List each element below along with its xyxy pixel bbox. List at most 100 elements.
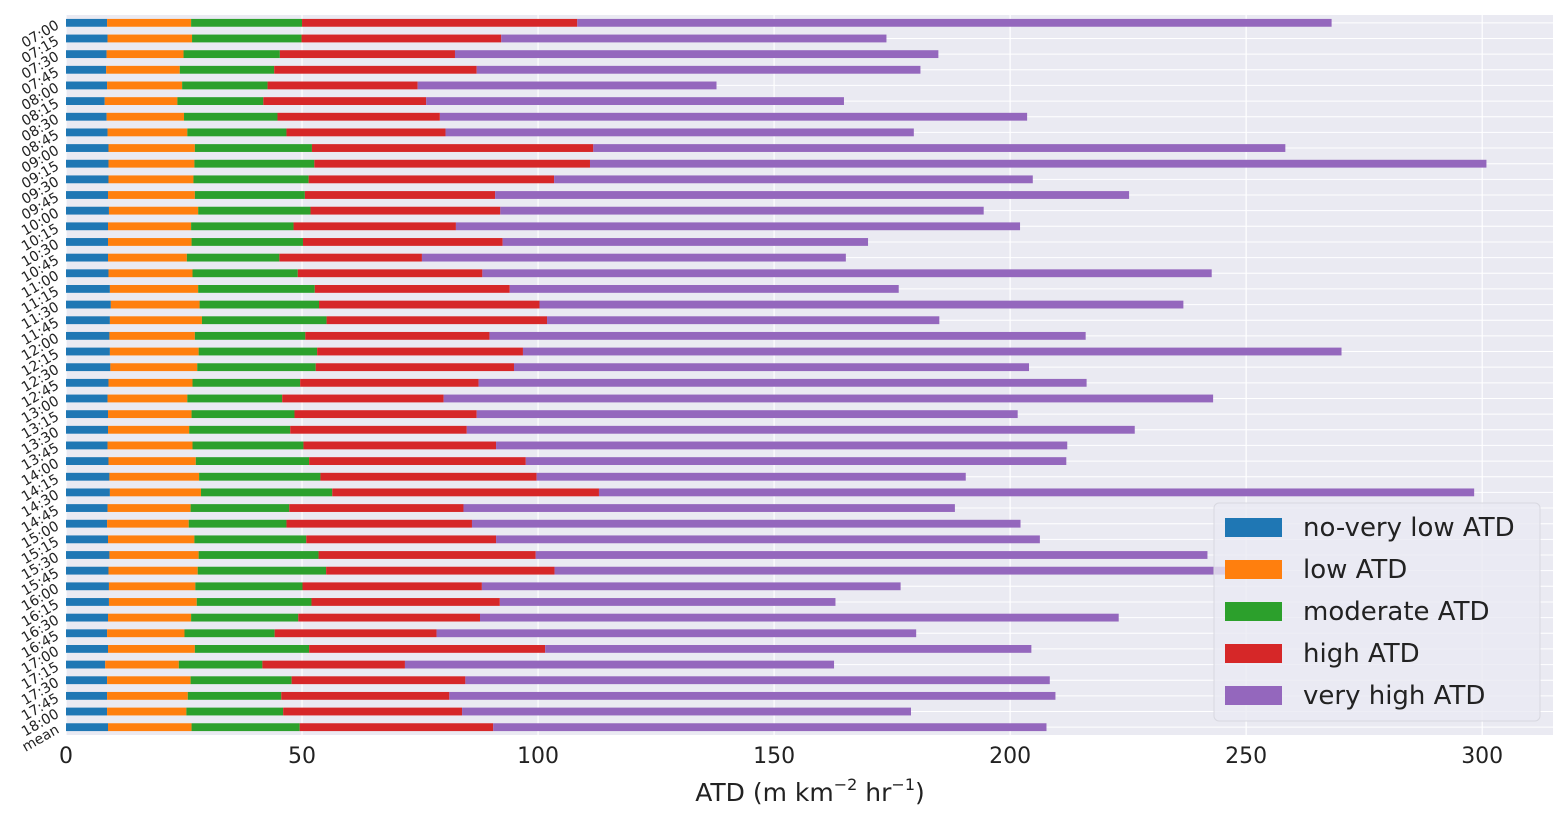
bar-segment	[299, 723, 494, 732]
bar-segment	[198, 285, 315, 293]
bar-segment	[201, 316, 327, 325]
bar-segment	[66, 707, 108, 716]
bar-segment	[109, 551, 199, 559]
bar-segment	[188, 519, 287, 528]
x-tick-label: 0	[59, 744, 73, 769]
bar-segment	[66, 34, 108, 43]
bar-segment	[110, 300, 200, 309]
bar-segment	[66, 457, 109, 465]
bar-segment	[66, 222, 109, 231]
bar-segment	[314, 159, 590, 168]
bar-segment	[66, 441, 108, 450]
bar-segment	[66, 300, 111, 309]
bar-segment	[286, 128, 446, 137]
bar-segment	[66, 519, 108, 528]
bar-segment	[332, 488, 599, 497]
bar-segment	[454, 50, 939, 59]
bar-segment	[404, 660, 835, 669]
bar-segment	[108, 159, 195, 168]
bar-segment	[598, 488, 1475, 497]
bar-segment	[107, 707, 187, 716]
bar-segment	[449, 691, 1056, 700]
bar-segment	[310, 206, 501, 215]
bar-segment	[277, 112, 440, 121]
bar-segment	[198, 551, 319, 559]
bar-segment	[489, 331, 1086, 340]
bar-segment	[108, 598, 197, 606]
bar-segment	[302, 582, 482, 591]
bar-segment	[300, 378, 479, 387]
bar-segment	[66, 65, 107, 74]
bar-segment	[107, 394, 188, 403]
bar-segment	[283, 707, 463, 716]
bar-segment	[184, 629, 275, 638]
bar-segment	[107, 691, 188, 700]
bar-segment	[108, 238, 192, 246]
bar-segment	[319, 300, 540, 309]
bar-segment	[108, 613, 192, 622]
bar-segment	[194, 144, 312, 152]
bar-segment	[192, 269, 298, 278]
bar-segment	[183, 50, 280, 59]
bar-segment	[536, 472, 966, 481]
bar-segment	[66, 598, 109, 606]
bar-segment	[66, 582, 109, 591]
x-axis-label-sup2: −1	[891, 775, 915, 794]
legend-swatch	[1225, 602, 1282, 621]
bar-segment	[495, 191, 1130, 199]
bar-segment	[191, 18, 303, 27]
bar-segment	[107, 676, 191, 685]
bar-segment	[522, 347, 1342, 356]
bar-segment	[199, 472, 321, 481]
bar-segment	[500, 206, 984, 215]
bar-segment	[66, 504, 108, 512]
bar-segment	[66, 331, 110, 340]
bar-segment	[108, 378, 193, 387]
x-tick-label: 300	[1461, 744, 1503, 769]
bar-segment	[196, 598, 312, 606]
bar-segment	[107, 519, 189, 528]
bar-segment	[198, 347, 318, 356]
bar-segment	[193, 175, 309, 184]
bar-segment	[554, 175, 1033, 184]
bar-segment	[197, 363, 316, 372]
bar-segment	[179, 65, 275, 74]
bar-segment	[439, 112, 1028, 121]
bar-segment	[109, 347, 199, 356]
bar-segment	[66, 316, 110, 325]
bar-segment	[66, 347, 110, 356]
bar-segment	[108, 582, 196, 591]
bar-segment	[187, 128, 287, 137]
bar-segment	[66, 363, 111, 372]
bar-segment	[187, 394, 283, 403]
bar-segment	[194, 159, 315, 168]
bar-segment	[289, 504, 464, 512]
bar-segment	[191, 238, 303, 246]
bar-segment	[195, 457, 310, 465]
bar-segment	[290, 425, 467, 434]
bar-segment	[108, 723, 192, 732]
legend-swatch	[1225, 560, 1282, 579]
bar-segment	[108, 191, 195, 199]
legend-swatch	[1225, 686, 1282, 705]
bar-segment	[513, 363, 1030, 372]
bar-segment	[282, 394, 444, 403]
bar-segment	[66, 253, 109, 262]
bar-segment	[302, 238, 503, 246]
bar-segment	[466, 425, 1135, 434]
bar-segment	[191, 222, 294, 231]
bar-segment	[189, 425, 291, 434]
bar-segment	[455, 222, 1021, 231]
bar-segment	[66, 676, 108, 685]
bar-segment	[108, 566, 198, 575]
bar-segment	[106, 65, 180, 74]
bar-segment	[108, 535, 195, 544]
bar-segment	[192, 378, 301, 387]
bar-segment	[306, 535, 497, 544]
bar-segment	[66, 410, 109, 419]
bar-segment	[66, 81, 108, 90]
x-tick-label: 250	[1225, 744, 1267, 769]
bar-segment	[107, 81, 183, 90]
bar-segment	[66, 97, 105, 105]
